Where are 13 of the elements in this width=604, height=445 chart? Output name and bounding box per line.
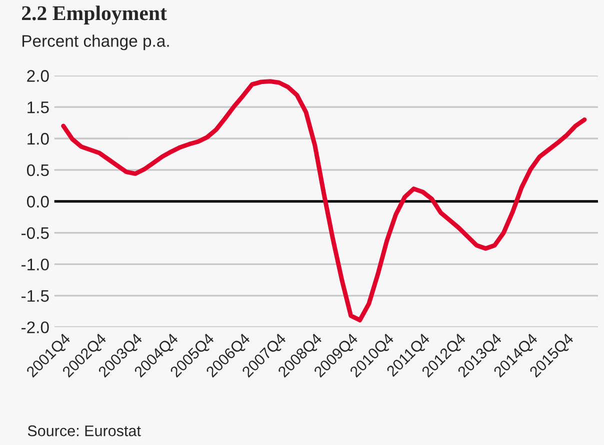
line-series bbox=[61, 79, 587, 322]
y-tick-label: 0.5 bbox=[26, 164, 49, 176]
y-tick-label: -1.0 bbox=[22, 258, 49, 270]
chart-title: 2.2 Employment bbox=[22, 6, 167, 25]
y-tick-label: -0.5 bbox=[22, 227, 49, 239]
y-tick-label: 1.5 bbox=[28, 102, 49, 114]
chart-subtitle: Percent change p.a. bbox=[22, 34, 169, 50]
source-note: Source: Eurostat bbox=[28, 425, 141, 436]
y-tick-label: 2.0 bbox=[27, 70, 49, 82]
y-tick-label: -2.0 bbox=[22, 321, 49, 334]
y-tick-label: 1.0 bbox=[28, 132, 49, 145]
y-tick-label: 0.0 bbox=[26, 196, 49, 208]
y-tick-label: -1.5 bbox=[22, 290, 49, 302]
